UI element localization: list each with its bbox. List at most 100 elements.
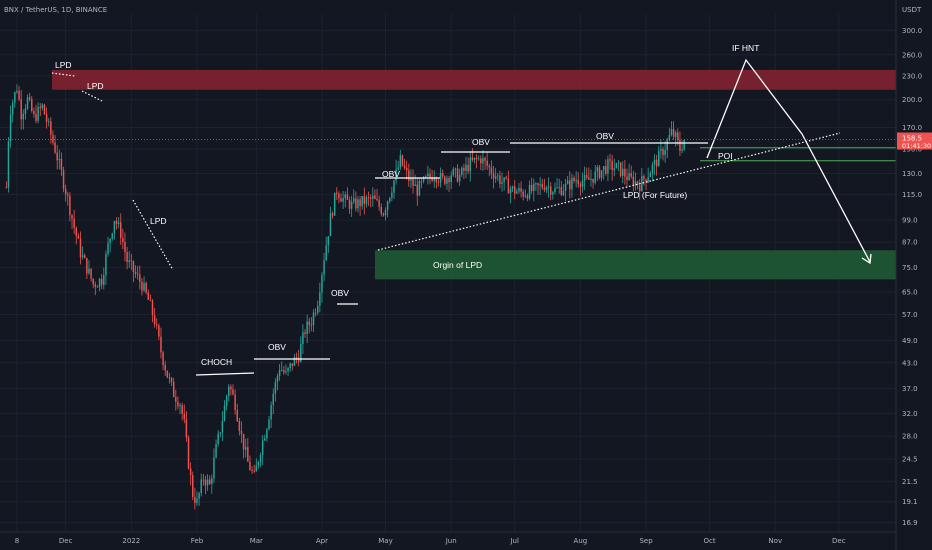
candle-body: [60, 158, 63, 171]
candle-body: [348, 199, 351, 209]
candle-body: [75, 227, 77, 236]
candle-body: [304, 332, 306, 335]
candle-body: [98, 278, 101, 287]
candle-body: [213, 457, 215, 479]
lpd-dotted-line-1: [51, 72, 76, 77]
y-tick-label: 37.0: [902, 385, 918, 393]
candle-body: [554, 187, 556, 193]
candle-body: [636, 181, 639, 186]
candle-body: [285, 371, 287, 373]
candle-body: [422, 176, 425, 182]
candle-body: [586, 175, 588, 178]
candle-body: [488, 165, 491, 168]
candle-body: [344, 194, 347, 199]
y-tick-label: 24.5: [902, 456, 918, 464]
candle-body: [64, 188, 67, 195]
candle-body: [560, 187, 563, 195]
annotation-lpd-future: LPD (For Future): [623, 190, 687, 200]
candle-body: [429, 173, 431, 178]
x-tick-label: Aug: [574, 537, 588, 545]
candle-body: [225, 396, 228, 406]
candle-body: [94, 284, 97, 287]
candle-body: [71, 215, 73, 219]
candle-body: [641, 176, 643, 192]
candle-body: [363, 195, 366, 204]
candle-body: [545, 187, 548, 190]
candle-body: [391, 192, 393, 198]
candle-body: [56, 152, 58, 161]
candle-body: [268, 419, 270, 430]
candle-body: [613, 168, 616, 171]
candle-body: [607, 159, 609, 174]
currency-label: USDT: [902, 6, 922, 14]
candle-body: [672, 128, 675, 137]
candle-body: [45, 114, 48, 122]
candle-body: [143, 283, 145, 291]
annotation-obv-5: OBV: [596, 131, 614, 141]
candle-body: [211, 478, 213, 484]
symbol-title: BNX / TetherUS, 1D, BINANCE: [4, 6, 108, 14]
candle-body: [552, 192, 554, 195]
candle-body: [524, 195, 527, 197]
candle-body: [431, 177, 433, 181]
candle-body: [100, 278, 103, 285]
candle-body: [569, 180, 571, 190]
candle-body: [128, 260, 130, 263]
x-tick-label: 2022: [122, 537, 140, 545]
candle-body: [223, 405, 226, 421]
y-tick-label: 57.0: [902, 311, 918, 319]
candle-body: [113, 221, 116, 234]
resistance-zone: [52, 69, 896, 90]
y-tick-label: 65.0: [902, 289, 918, 297]
candle-body: [547, 186, 550, 188]
candle-body: [240, 430, 243, 434]
annotation-choch: CHOCH: [201, 357, 232, 367]
x-tick-label: 8: [15, 537, 19, 545]
origin-zone-label: Orgin of LPD: [433, 260, 482, 270]
candle-body: [556, 187, 558, 189]
candle-body: [416, 184, 419, 196]
candle-body: [293, 357, 296, 366]
price-axis[interactable]: 300.0260.0230.0200.0170.0150.0130.0115.0…: [895, 0, 932, 550]
candle-body: [643, 176, 645, 180]
candle-body: [124, 242, 126, 253]
candle-body: [327, 236, 330, 246]
candle-body: [543, 187, 546, 190]
candle-body: [24, 108, 27, 114]
candle-body: [217, 433, 219, 444]
candle-body: [109, 238, 111, 244]
candle-body: [314, 312, 317, 314]
candle-body: [168, 377, 171, 379]
candle-body: [16, 90, 18, 93]
candle-body: [638, 185, 641, 192]
candle-body: [194, 496, 196, 503]
candle-body: [511, 186, 514, 189]
candle-body: [340, 198, 342, 202]
candle-body: [509, 188, 512, 194]
candle-body: [645, 179, 647, 182]
candle-body: [69, 195, 71, 216]
candle-body: [172, 381, 175, 398]
candle-body: [26, 97, 29, 109]
candle-body: [67, 194, 69, 196]
candle-body: [598, 167, 601, 178]
candle-body: [196, 498, 198, 503]
choch-line: [195, 372, 255, 376]
candle-body: [249, 461, 251, 471]
candle-body: [77, 235, 80, 239]
candle-body: [257, 461, 260, 466]
candle-body: [276, 376, 279, 383]
candle-body: [619, 162, 622, 176]
candle-body: [632, 176, 635, 186]
candle-body: [236, 409, 238, 421]
candle-body: [380, 206, 383, 214]
candle-body: [365, 197, 368, 204]
candle-body: [522, 191, 524, 197]
candle-body: [287, 367, 289, 372]
candle-body: [177, 401, 179, 407]
candle-body: [151, 300, 154, 316]
time-axis[interactable]: 8 Dec 2022 Feb Mar Apr May Jun Jul Aug Sep Oct Nov De…: [0, 531, 896, 545]
candle-body: [549, 186, 552, 195]
candle-body: [439, 173, 442, 183]
